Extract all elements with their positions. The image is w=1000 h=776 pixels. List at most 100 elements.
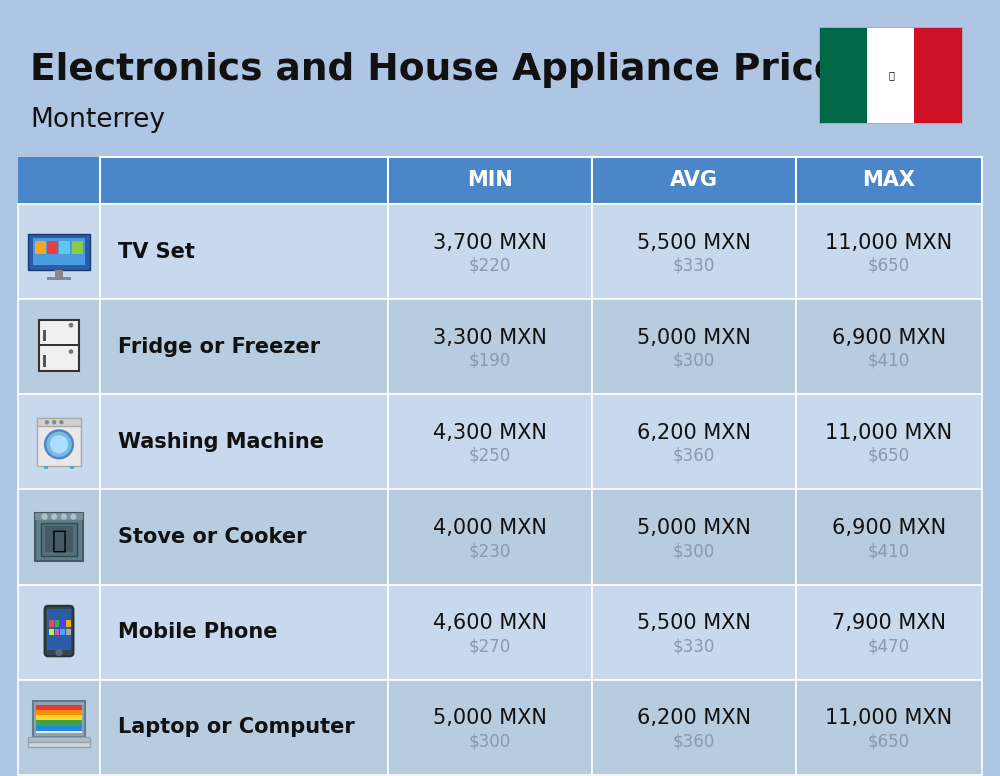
Bar (18, 490, 100, 584)
Text: Mobile Phone: Mobile Phone (118, 622, 278, 643)
Bar (388, 157, 592, 204)
Bar (592, 300, 796, 394)
Text: 3,700 MXN: 3,700 MXN (433, 233, 547, 252)
Bar (44, 466, 48, 469)
Circle shape (42, 514, 47, 519)
Text: 11,000 MXN: 11,000 MXN (825, 423, 953, 443)
Bar (796, 204, 982, 300)
Bar (36, 705, 82, 733)
Bar (43, 355, 46, 367)
Text: TV Set: TV Set (118, 241, 195, 262)
Bar (100, 394, 388, 490)
Bar (100, 157, 388, 204)
Bar (388, 584, 592, 680)
Circle shape (61, 514, 66, 519)
Bar (796, 394, 982, 490)
Bar (35, 513, 83, 520)
Text: 4,300 MXN: 4,300 MXN (433, 423, 547, 443)
Bar (388, 680, 592, 775)
Bar (100, 300, 388, 394)
Bar (100, 680, 388, 775)
Text: 5,000 MXN: 5,000 MXN (637, 327, 751, 348)
Bar (47, 277, 71, 279)
Bar (100, 204, 388, 300)
Text: $360: $360 (673, 447, 715, 465)
Text: $300: $300 (673, 352, 715, 369)
Bar (59, 241, 70, 254)
Text: Washing Machine: Washing Machine (118, 432, 324, 452)
Bar (796, 584, 982, 680)
Text: 11,000 MXN: 11,000 MXN (825, 233, 953, 252)
Bar (592, 204, 796, 300)
Bar (388, 490, 592, 584)
Circle shape (56, 650, 62, 656)
Circle shape (51, 436, 67, 452)
Bar (18, 680, 100, 775)
Bar (28, 234, 90, 269)
Circle shape (69, 324, 73, 327)
Bar (37, 418, 81, 466)
Text: $410: $410 (868, 542, 910, 560)
Text: $270: $270 (469, 637, 511, 655)
Text: 7,900 MXN: 7,900 MXN (832, 613, 946, 633)
Circle shape (71, 514, 76, 519)
Bar (47, 241, 58, 254)
Bar (388, 300, 592, 394)
Bar (36, 710, 82, 715)
Text: Stove or Cooker: Stove or Cooker (118, 527, 306, 547)
Circle shape (53, 421, 56, 424)
Text: 4,600 MXN: 4,600 MXN (433, 613, 547, 633)
Bar (36, 705, 82, 710)
Bar (18, 204, 100, 300)
Bar (867, 28, 914, 123)
Bar (66, 620, 71, 627)
Bar (18, 584, 100, 680)
Text: $650: $650 (868, 733, 910, 750)
Circle shape (60, 421, 63, 424)
Text: $410: $410 (868, 352, 910, 369)
Text: 5,000 MXN: 5,000 MXN (433, 708, 547, 729)
Bar (28, 742, 90, 747)
Bar (796, 680, 982, 775)
Bar (36, 726, 82, 731)
Text: $220: $220 (469, 257, 511, 275)
Bar (18, 300, 100, 394)
Text: MAX: MAX (862, 171, 916, 190)
Text: $360: $360 (673, 733, 715, 750)
Bar (55, 620, 59, 627)
Bar (66, 629, 71, 636)
Bar (60, 620, 65, 627)
Text: 6,200 MXN: 6,200 MXN (637, 708, 751, 729)
Text: Electronics and House Appliance Prices: Electronics and House Appliance Prices (30, 52, 862, 88)
Bar (820, 28, 867, 123)
Bar (914, 28, 962, 123)
Text: 4,000 MXN: 4,000 MXN (433, 518, 547, 538)
Text: $230: $230 (469, 542, 511, 560)
Bar (43, 330, 46, 341)
Bar (592, 490, 796, 584)
Bar (39, 345, 79, 346)
Text: $330: $330 (673, 257, 715, 275)
Text: $650: $650 (868, 447, 910, 465)
Bar (18, 157, 100, 204)
Text: $650: $650 (868, 257, 910, 275)
Bar (49, 620, 54, 627)
Text: 🦅: 🦅 (888, 70, 894, 80)
Bar (36, 715, 82, 720)
Bar (388, 394, 592, 490)
Text: MIN: MIN (467, 171, 513, 190)
Bar (796, 300, 982, 394)
Text: 6,900 MXN: 6,900 MXN (832, 518, 946, 538)
Bar (60, 629, 65, 636)
Bar (100, 490, 388, 584)
Text: $300: $300 (673, 542, 715, 560)
Text: 5,000 MXN: 5,000 MXN (637, 518, 751, 538)
Bar (33, 238, 85, 265)
Bar (33, 701, 85, 737)
Text: 🔥: 🔥 (52, 528, 66, 553)
Bar (388, 204, 592, 300)
Text: $300: $300 (469, 733, 511, 750)
Text: $250: $250 (469, 447, 511, 465)
Bar (47, 609, 71, 650)
Circle shape (47, 432, 71, 456)
